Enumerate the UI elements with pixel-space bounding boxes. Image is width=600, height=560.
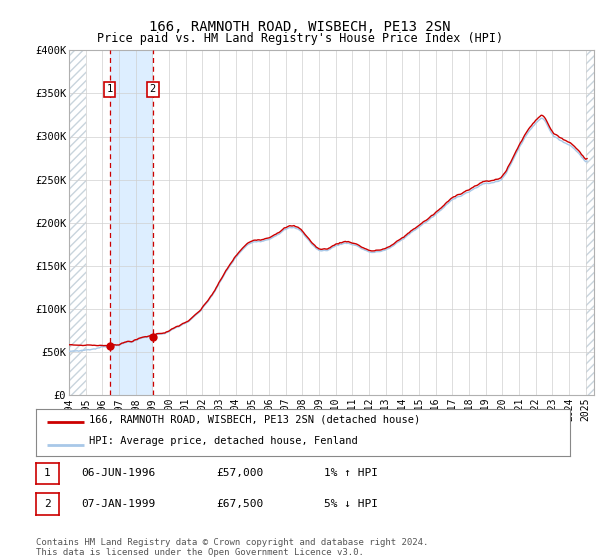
Text: £67,500: £67,500 [216, 499, 263, 509]
Text: 07-JAN-1999: 07-JAN-1999 [81, 499, 155, 509]
Text: HPI: Average price, detached house, Fenland: HPI: Average price, detached house, Fenl… [89, 436, 358, 446]
Text: 1: 1 [44, 468, 51, 478]
Text: 5% ↓ HPI: 5% ↓ HPI [324, 499, 378, 509]
Text: Price paid vs. HM Land Registry's House Price Index (HPI): Price paid vs. HM Land Registry's House … [97, 32, 503, 45]
Text: 2: 2 [44, 499, 51, 509]
Text: Contains HM Land Registry data © Crown copyright and database right 2024.
This d: Contains HM Land Registry data © Crown c… [36, 538, 428, 557]
Bar [69, 50, 86, 395]
Text: 1% ↑ HPI: 1% ↑ HPI [324, 468, 378, 478]
Text: £57,000: £57,000 [216, 468, 263, 478]
Text: 166, RAMNOTH ROAD, WISBECH, PE13 2SN: 166, RAMNOTH ROAD, WISBECH, PE13 2SN [149, 20, 451, 34]
Text: 06-JUN-1996: 06-JUN-1996 [81, 468, 155, 478]
Bar [110, 50, 153, 395]
Text: 1: 1 [107, 84, 113, 94]
Text: 2: 2 [150, 84, 156, 94]
Bar [586, 50, 594, 395]
Text: 166, RAMNOTH ROAD, WISBECH, PE13 2SN (detached house): 166, RAMNOTH ROAD, WISBECH, PE13 2SN (de… [89, 414, 421, 424]
